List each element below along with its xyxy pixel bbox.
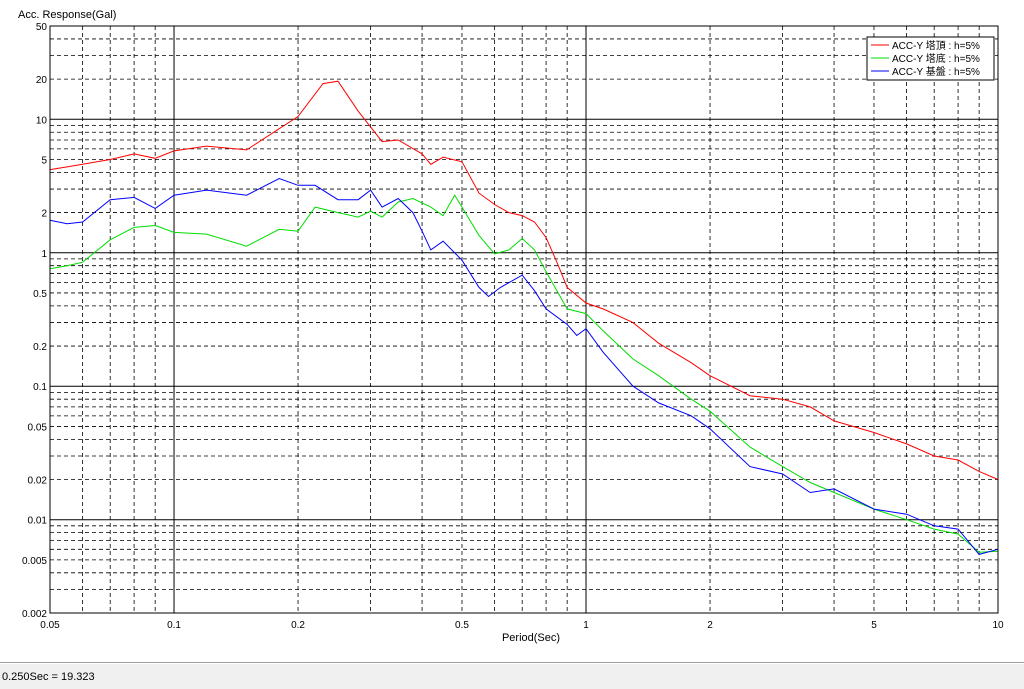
- y-tick-label: 0.05: [28, 422, 48, 433]
- y-tick-label: 0.002: [22, 609, 47, 620]
- y-tick-label: 0.01: [28, 516, 48, 527]
- chart-window: Acc. Response(Gal) Period(Sec) 0.05 0.1 0.…: [0, 9, 1024, 663]
- grid: [50, 26, 998, 613]
- series-line-2: [49, 194, 999, 553]
- x-tick-label: 0.2: [291, 620, 305, 631]
- response-spectrum-chart: Acc. Response(Gal) Period(Sec) 0.05 0.1 0.…: [18, 9, 1004, 644]
- y-tick-label: 0.02: [28, 476, 48, 487]
- y-tick-label: 10: [36, 115, 48, 126]
- x-axis-title: Period(Sec): [502, 632, 560, 644]
- y-tick-label: 50: [36, 22, 48, 33]
- legend-label: ACC-Y 塔頂 : h=5%: [892, 39, 980, 52]
- series-lines: [49, 80, 999, 555]
- y-tick-label: 0.2: [33, 342, 47, 353]
- series-line-1: [49, 80, 999, 480]
- x-tick-label: 0.1: [167, 620, 181, 631]
- legend-label: ACC-Y 塔底 : h=5%: [892, 52, 980, 65]
- y-tick-label: 0.005: [22, 556, 47, 567]
- y-tick-label: 0.5: [33, 289, 47, 300]
- x-tick-label: 0.5: [455, 620, 469, 631]
- status-readout: 0.250Sec = 19.323: [2, 670, 95, 683]
- y-tick-label: 5: [41, 155, 47, 166]
- y-tick-label: 20: [36, 75, 48, 86]
- status-bar: 0.250Sec = 19.323: [0, 663, 1024, 689]
- x-tick-label: 10: [992, 620, 1004, 631]
- y-tick-label: 2: [41, 209, 47, 220]
- tick-labels: 0.05 0.1 0.2 0.5 1 2 5 10 0.002 0.005 0.01 0.02 0.05…: [22, 22, 1004, 631]
- y-tick-label: 1: [41, 249, 47, 260]
- x-tick-label: 2: [707, 620, 713, 631]
- plot-frame: [49, 25, 999, 614]
- y-tick-label: 0.1: [33, 382, 47, 393]
- series-line-3: [49, 177, 999, 555]
- y-axis-title: Acc. Response(Gal): [18, 9, 116, 21]
- x-tick-label: 5: [871, 620, 877, 631]
- x-tick-label: 1: [583, 620, 589, 631]
- x-tick-label: 0.05: [40, 620, 60, 631]
- legend-label: ACC-Y 基盤 : h=5%: [892, 65, 980, 78]
- legend: ACC-Y 塔頂 : h=5%ACC-Y 塔底 : h=5%ACC-Y 基盤 :…: [866, 36, 995, 81]
